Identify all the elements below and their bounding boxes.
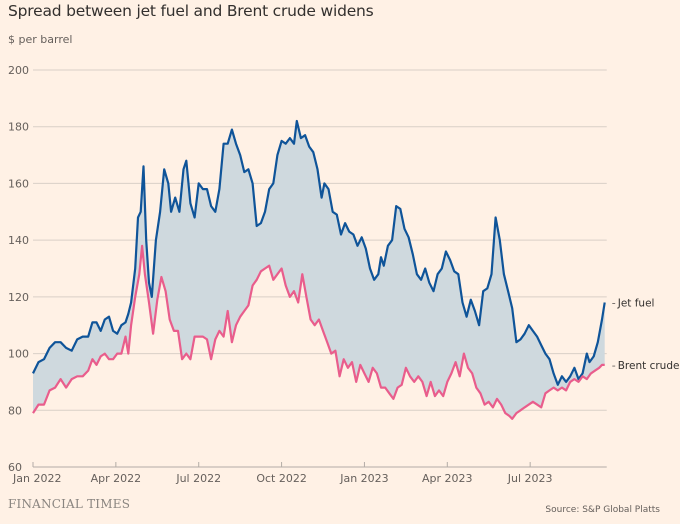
label-leader: -: [612, 359, 616, 372]
axes: 60 80 100 120 140 160 180 200 Jan 2022 Apr 2022 Ju…: [8, 64, 607, 485]
x-tick-label: Jul 2023: [507, 472, 553, 485]
y-tick-label: 140: [8, 234, 29, 247]
y-tick-label: 200: [8, 64, 29, 77]
chart-subtitle: $ per barrel: [8, 33, 73, 46]
ft-logo: FINANCIAL TIMES: [8, 497, 131, 511]
series-lines: [32, 119, 606, 420]
source-note: Source: S&P Global Platts: [545, 505, 660, 515]
jet-fuel-label: Jet fuel: [617, 298, 655, 310]
x-tick-label: Jan 2023: [339, 472, 388, 485]
y-tick-label: 120: [8, 291, 29, 304]
x-tick-label: Apr 2023: [422, 472, 473, 485]
chart-title: Spread between jet fuel and Brent crude …: [8, 2, 374, 20]
x-tick-label: Apr 2022: [91, 472, 142, 485]
x-tick-label: Jan 2022: [12, 472, 61, 485]
y-tick-label: 80: [8, 404, 22, 417]
brent-crude-label: Brent crude: [618, 360, 680, 372]
spread-fill: [33, 121, 605, 419]
y-tick-label: 100: [8, 348, 29, 361]
jet-fuel-line: [32, 119, 606, 386]
brent-crude-line: [32, 244, 605, 420]
y-tick-label: 60: [8, 461, 22, 474]
label-leader: -: [612, 297, 616, 310]
x-tick-label: Jul 2022: [175, 472, 221, 485]
series-end-labels: - Jet fuel- Brent crude: [612, 297, 680, 372]
y-tick-label: 180: [8, 121, 29, 134]
x-tick-label: Oct 2022: [256, 472, 307, 485]
spread-area: [33, 121, 605, 419]
y-tick-label: 160: [8, 177, 29, 190]
